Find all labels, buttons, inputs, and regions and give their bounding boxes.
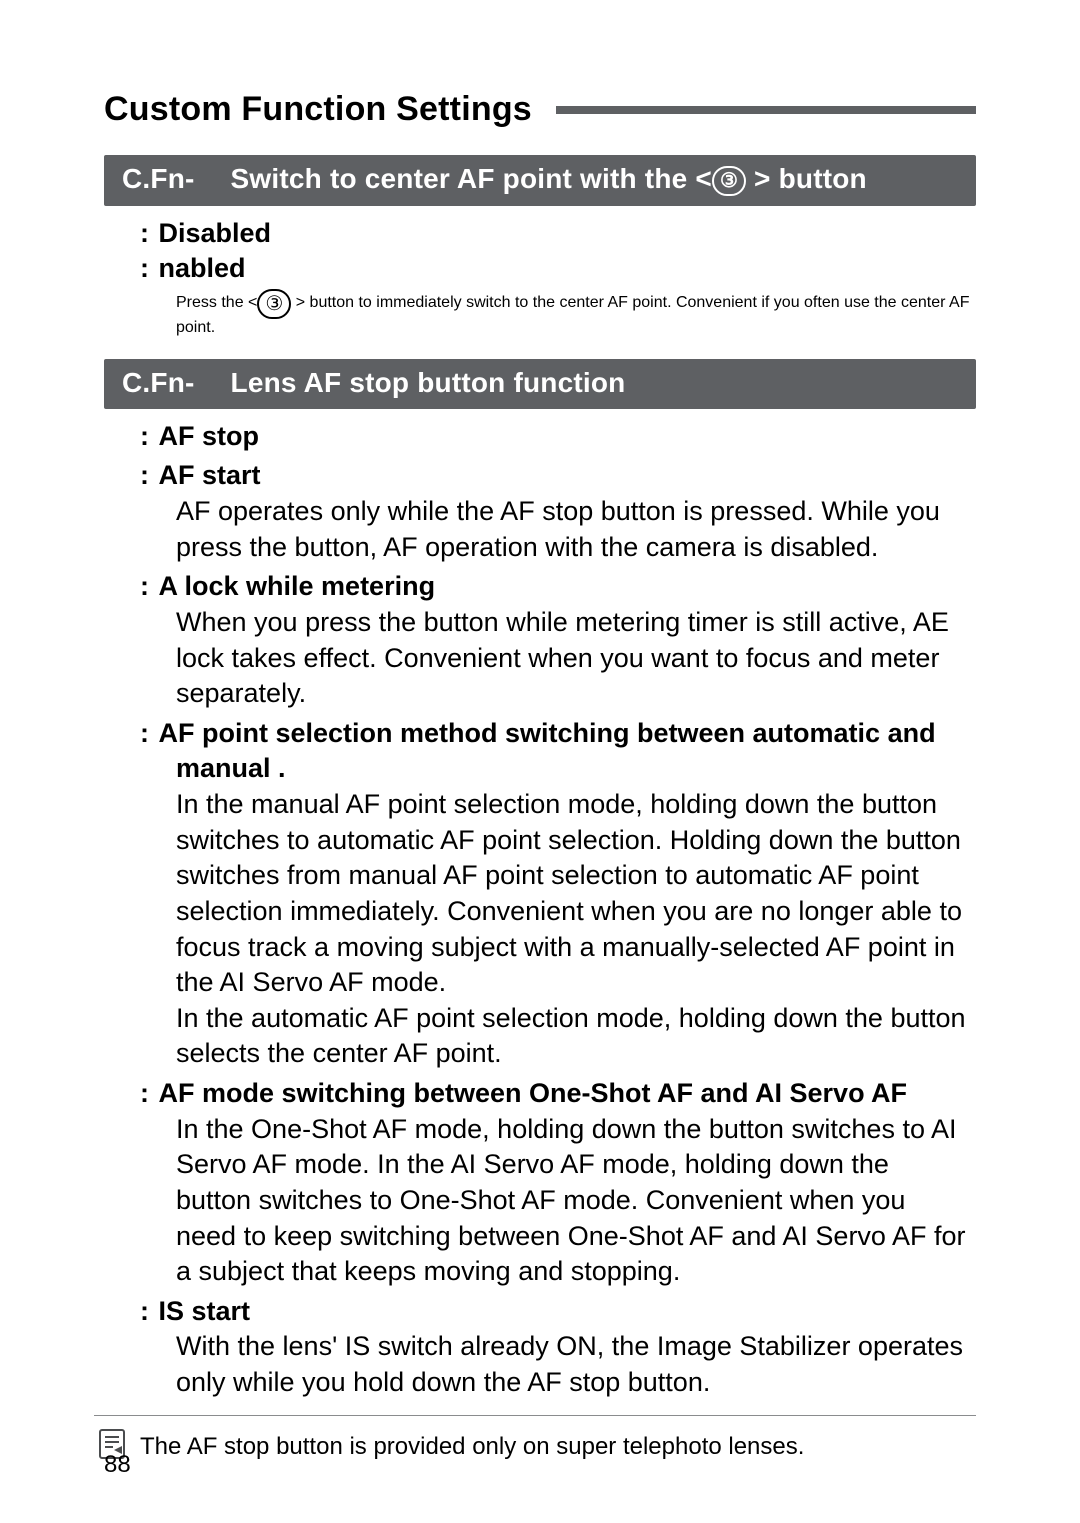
body-post: > button to immediately switch to the ce… [176,294,969,336]
cfn-label: C.Fn- [122,367,195,399]
section-title-pre: Switch to center AF point with the < [231,163,712,194]
section-header-cfn-switch-center-af: C.Fn- Switch to center AF point with the… [104,155,976,206]
section-title: Lens AF stop button function [231,367,958,399]
option-label: AF mode switching between One-Shot AF an… [159,1078,908,1108]
option-af-start: : AF start AF operates only while the AF… [140,458,970,565]
option-disabled: : Disabled [140,216,970,252]
cfn-label: C.Fn- [122,163,195,195]
option-body: In the manual AF point selection mode, h… [176,787,970,1001]
page-number: 88 [104,1451,131,1479]
option-prefix: : [140,421,157,451]
option-enabled: : nabled [140,251,970,287]
option-prefix: : [140,1296,157,1326]
option-prefix: : [140,460,157,490]
option-body: In the One-Shot AF mode, holding down th… [176,1112,970,1290]
option-label: Disabled [159,218,272,248]
option-ae-lock: : A lock while metering When you press t… [140,569,970,712]
option-is-start: : IS start With the lens' IS switch alre… [140,1294,970,1401]
note-divider [94,1415,976,1416]
option-label: AF start [159,460,261,490]
section-title: Switch to center AF point with the <③ > … [231,163,958,196]
option-body: With the lens' IS switch already ON, the… [176,1329,970,1400]
section2-options: : AF stop : AF start AF operates only wh… [104,419,976,1401]
option-body: AF operates only while the AF stop butto… [176,494,970,565]
option-af-stop: : AF stop [140,419,970,455]
section-title-post: > button [746,163,867,194]
option-body: When you press the button while metering… [176,605,970,712]
option-prefix: : [140,218,157,248]
footnote-text: The AF stop button is provided only on s… [140,1428,804,1463]
page-title-row: Custom Function Settings [104,90,976,129]
option-body: In the automatic AF point selection mode… [176,1001,970,1072]
option-label: A lock while metering [159,571,436,601]
circled-3-icon: ③ [257,289,291,319]
page-title: Custom Function Settings [104,90,532,129]
manual-page: Custom Function Settings C.Fn- Switch to… [0,0,1080,1523]
af-point-button-icon: ③ [257,289,291,319]
option-label: nabled [159,253,246,283]
footnote: The AF stop button is provided only on s… [104,1428,976,1463]
option-prefix: : [140,253,157,283]
body-pre: Press the < [176,294,257,311]
option-af-point-selection-switch: : AF point selection method switching be… [140,716,970,1072]
option-prefix: : [140,571,157,601]
af-point-button-icon: ③ [712,166,746,196]
option-label: AF point selection method switching betw… [159,718,936,784]
option-label: IS start [159,1296,251,1326]
title-rule [556,106,976,114]
option-label: AF stop [159,421,260,451]
option-enabled-body: Press the <③ > button to immediately swi… [176,289,970,337]
section1-options: : Disabled : nabled Press the <③ > butto… [104,216,976,337]
circled-3-icon: ③ [712,166,746,196]
section-header-lens-af-stop: C.Fn- Lens AF stop button function [104,359,976,409]
option-prefix: : [140,1078,157,1108]
option-af-mode-switching: : AF mode switching between One-Shot AF … [140,1076,970,1290]
option-prefix: : [140,718,157,748]
